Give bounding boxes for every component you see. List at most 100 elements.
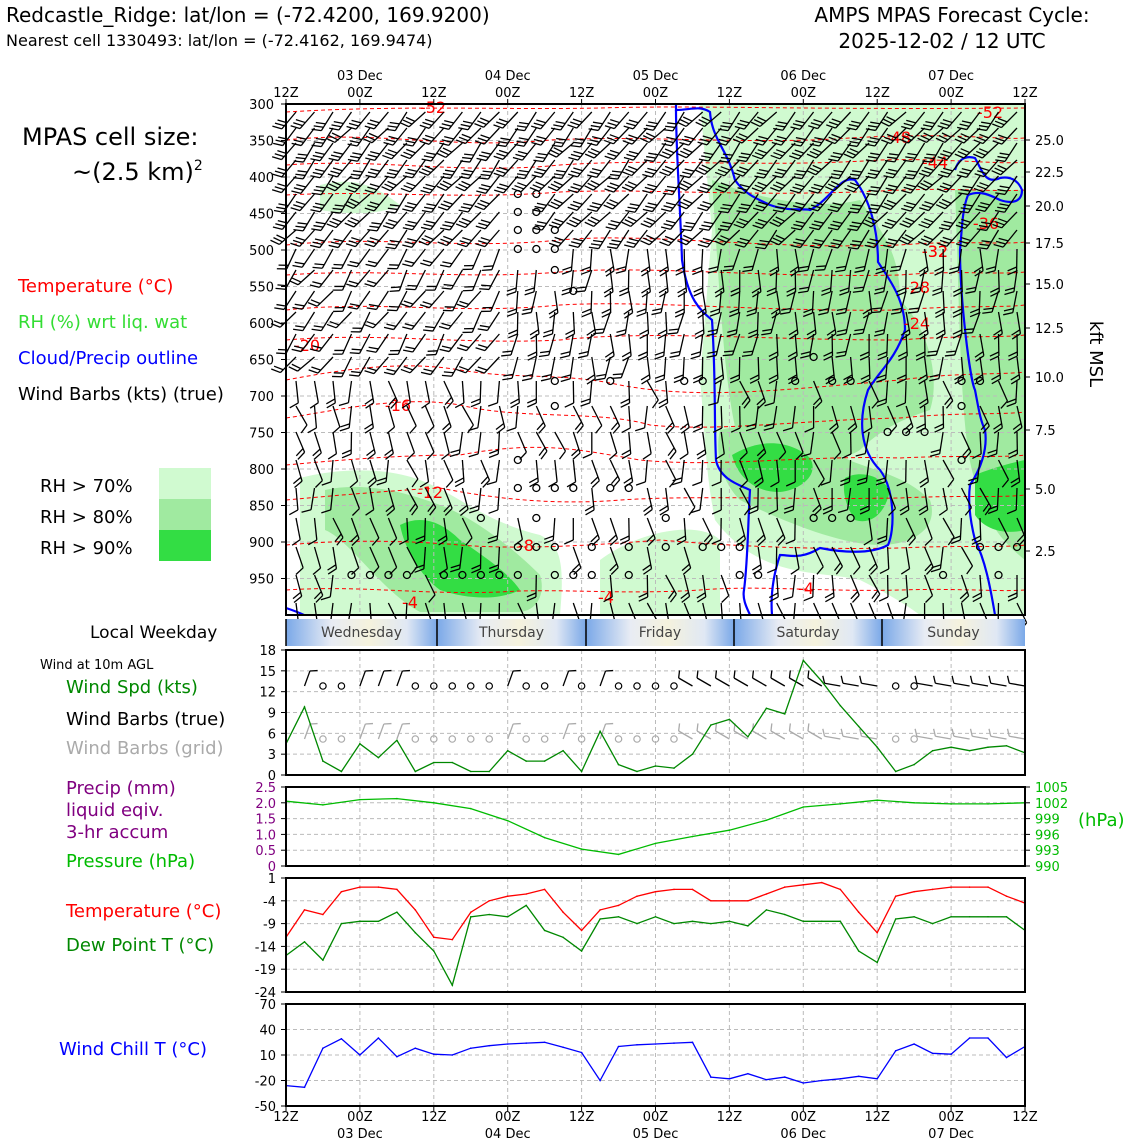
wind-barb: [620, 432, 631, 459]
data-point: [932, 1053, 934, 1055]
wind-barb: [583, 357, 596, 384]
surface-calm-circle: [911, 683, 917, 689]
barb-flag: [658, 330, 667, 334]
wind-barb: [510, 432, 528, 459]
data-point: [858, 950, 860, 952]
barb-staff: [573, 460, 575, 482]
barb-flag: [462, 266, 472, 273]
barb-staff: [684, 432, 688, 454]
wind-barb: [533, 138, 554, 165]
barb-staff: [771, 678, 785, 686]
barb-staff: [991, 683, 1007, 686]
data-point: [359, 886, 361, 888]
barb-staff: [397, 724, 402, 739]
surface-barb-true: [951, 676, 971, 686]
wind-barb: [674, 357, 684, 383]
wind-barb: [288, 406, 309, 433]
wind-barb: [398, 432, 415, 460]
height-tick-label: 22.5: [1035, 166, 1064, 181]
surface-calm-circle: [523, 736, 529, 742]
bottom-hour-label: 00Z: [643, 1110, 669, 1125]
height-tick-label: 25.0: [1035, 134, 1064, 149]
data-point: [452, 939, 454, 941]
barb-staff: [825, 683, 841, 686]
surface-barb-grid: [932, 729, 952, 739]
surface-barb-true: [969, 676, 989, 686]
isotherm-label: -20: [294, 336, 320, 355]
wind-barb: [468, 405, 481, 432]
wind-barb: [602, 406, 621, 433]
barb-flag: [637, 312, 646, 317]
barb-flag: [561, 350, 571, 356]
isotherm-label: -28: [904, 278, 930, 297]
data-point: [840, 803, 842, 805]
data-point: [655, 843, 657, 845]
surface-barb-grid: [563, 721, 576, 741]
y-tick-label: -14: [255, 940, 276, 955]
data-point: [876, 746, 878, 748]
surface-barb-grid: [768, 723, 788, 739]
wind-barb: [287, 518, 301, 545]
cell-size-text: ~(2.5 km): [72, 158, 194, 186]
barb-flag: [462, 329, 472, 336]
barb-staff: [991, 736, 1007, 739]
data-point: [396, 798, 398, 800]
barb-flag: [693, 267, 702, 271]
barb-staff: [825, 736, 841, 739]
barb-flag: [489, 509, 498, 514]
top-hour-label: 12Z: [1012, 86, 1038, 101]
barb-flag: [619, 288, 628, 292]
barb-staff: [478, 432, 481, 454]
wind-barb: [475, 351, 499, 376]
wind-barb: [417, 406, 435, 433]
legend-swatch-rh70: [159, 468, 211, 499]
surface-calm-circle: [338, 736, 344, 742]
surface-barb-grid: [969, 729, 989, 739]
barb-staff: [647, 432, 651, 454]
barb-flag: [333, 350, 343, 357]
wind-barb: [584, 406, 604, 433]
data-point: [507, 820, 509, 822]
surface-calm-circle: [338, 683, 344, 689]
barb-staff: [808, 731, 822, 739]
surface-barb-true: [305, 668, 318, 688]
bottom-hour-label: 00Z: [495, 1110, 521, 1125]
data-point: [507, 895, 509, 897]
pressure-tick-label: 600: [249, 317, 274, 332]
surface-calm-circle: [468, 736, 474, 742]
data-point: [415, 909, 417, 911]
wind-barb: [676, 488, 696, 515]
wind-barb: [658, 432, 678, 459]
data-point: [378, 886, 380, 888]
barb-flag: [561, 378, 570, 383]
barb-staff: [425, 460, 428, 482]
barb-staff: [407, 406, 416, 426]
barb-flag: [333, 308, 343, 315]
data-point: [525, 1042, 527, 1044]
barb-flag: [679, 454, 689, 460]
barb-flag: [508, 330, 517, 334]
cycle-title-1: AMPS MPAS Forecast Cycle:: [814, 3, 1089, 27]
barb-flag: [342, 450, 351, 454]
data-point: [488, 914, 490, 916]
data-point: [396, 740, 398, 742]
barb-flag: [581, 402, 590, 407]
data-point: [840, 705, 842, 707]
barb-staff: [563, 724, 568, 739]
wind-barb: [333, 266, 352, 293]
wind-barb: [332, 245, 352, 272]
data-point: [322, 760, 324, 762]
data-point: [433, 762, 435, 764]
data-point: [562, 750, 564, 752]
barb-staff: [425, 432, 434, 452]
barb-flag: [914, 676, 918, 683]
pressure-tick-label: 450: [249, 208, 274, 223]
barb-flag: [1006, 676, 1010, 683]
wind-barb: [476, 206, 500, 232]
barb-staff: [935, 683, 951, 686]
data-point: [1006, 745, 1008, 747]
calm-circle: [533, 515, 540, 522]
barb-staff: [935, 736, 951, 739]
wind-barb: [675, 406, 690, 433]
